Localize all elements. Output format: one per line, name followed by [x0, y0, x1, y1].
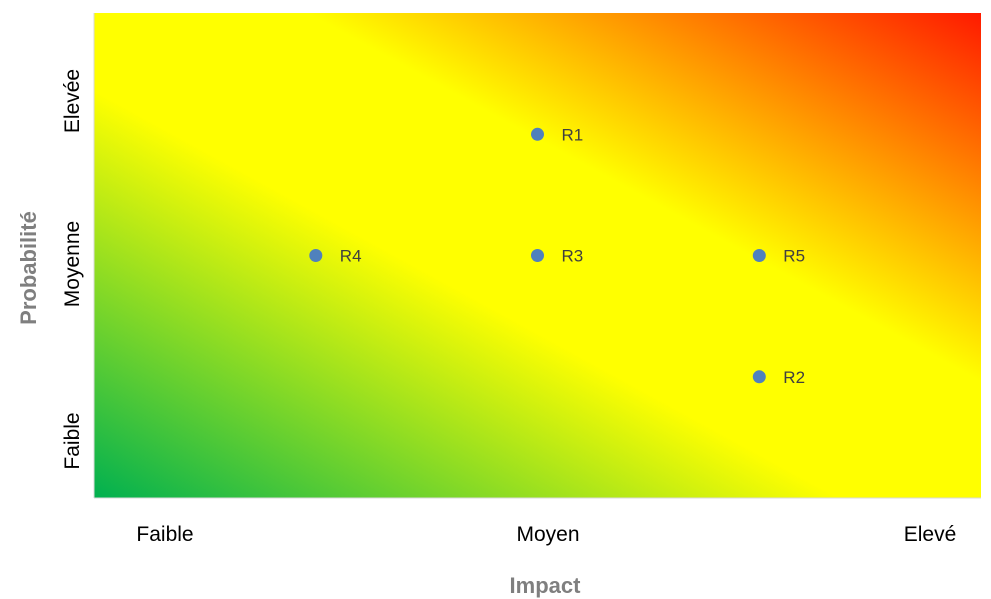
x-tick-label-faible: Faible: [136, 523, 193, 546]
y-tick-label-elevee: Elevée: [61, 69, 84, 133]
data-point-r4: [309, 249, 323, 262]
data-point-r2: [752, 370, 766, 384]
data-label-r4: R4: [340, 247, 362, 266]
data-points: R1 R2 R3 R4 R5: [309, 125, 805, 387]
y-tick-label-faible: Faible: [61, 412, 84, 469]
data-label-r1: R1: [562, 125, 584, 144]
data-point-r5: [752, 249, 766, 262]
y-axis-title: Probabilité: [16, 211, 41, 325]
x-tick-label-moyen: Moyen: [516, 523, 579, 546]
x-axis-title: Impact: [510, 573, 582, 598]
data-label-r3: R3: [562, 247, 584, 266]
y-tick-label-moyenne: Moyenne: [61, 221, 84, 307]
data-point-r3: [531, 249, 544, 262]
data-label-r2: R2: [783, 368, 805, 387]
x-tick-label-eleve: Elevé: [904, 523, 957, 546]
data-label-r5: R5: [783, 247, 805, 266]
data-point-r1: [531, 127, 544, 141]
